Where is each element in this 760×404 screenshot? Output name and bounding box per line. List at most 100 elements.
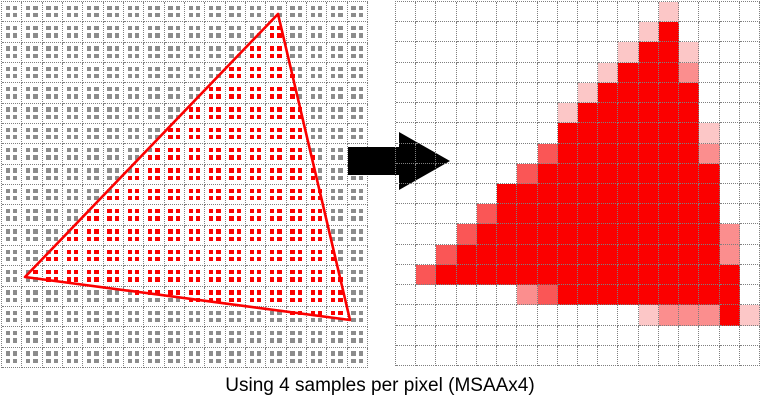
sample-dot [188,270,194,275]
sample-dot [33,33,38,38]
rasterized-pixel [699,2,720,23]
sample-dot [358,270,364,275]
rasterized-pixel [416,143,437,164]
rasterized-pixel [618,123,639,144]
sample-dot [13,33,18,38]
sample-dot [74,168,79,173]
sample-dot [127,290,133,295]
pixel-cell [2,83,23,104]
sample-dot [249,66,255,72]
sample-dot [155,277,160,282]
sample-dot [135,5,140,11]
rasterized-pixel [416,325,437,346]
sample-dot [168,196,173,201]
sample-dot [114,135,120,140]
sample-dot [26,175,31,181]
pixel-cell [144,246,165,267]
sample-dot [351,310,356,316]
sample-dot [148,74,153,79]
sample-dot [216,168,221,173]
arrow-icon [348,132,450,190]
pixel-cell [83,246,104,267]
sample-dot [168,236,173,242]
sample-dot [216,53,221,59]
sample-dot [277,257,282,262]
pixel-cell [164,266,185,287]
sample-dot [196,94,201,99]
sample-dot [127,74,133,79]
pixel-cell [144,185,165,206]
sample-dot [290,87,295,92]
sample-dot [5,297,11,303]
sample-dot [155,318,160,323]
pixel-cell [246,286,267,307]
sample-dot [196,290,201,295]
sample-dot [26,351,31,356]
rasterized-pixel [598,42,619,63]
sample-dot [148,107,153,112]
rasterized-pixel [557,285,578,306]
pixel-cell [327,103,348,124]
pixel-cell [225,286,246,307]
sample-dot [277,310,282,316]
sample-dot [277,168,282,173]
sample-dot [229,216,234,221]
rasterized-pixel [476,22,498,43]
sample-dot [87,196,92,201]
sample-dot [127,33,133,38]
sample-dot [168,358,173,364]
pixel-cell [22,2,43,23]
pixel-cell [266,205,287,226]
sample-dot [290,53,295,59]
sample-dot [107,297,112,303]
sample-dot [257,249,262,255]
sample-dot [107,13,112,18]
rasterized-pixel [679,345,700,366]
sample-dot [74,26,79,31]
sample-dot [33,216,38,221]
pixel-cell [307,327,328,348]
pixel-cell [286,307,307,328]
rasterized-pixel [456,204,477,225]
sample-dot [13,277,18,282]
pixel-cell [205,225,226,246]
sample-dot [168,277,173,282]
sample-dot [270,13,275,18]
pixel-cell [164,327,185,348]
sample-dot [249,236,255,242]
sample-dot [114,229,120,234]
sample-dot [175,270,181,275]
sample-dot [135,249,140,255]
rasterized-pixel [436,22,457,43]
sample-dot [94,216,99,221]
sample-dot [148,168,153,173]
pixel-cell [246,103,267,124]
sample-dot [148,13,153,18]
sample-dot [331,26,336,31]
rasterized-pixel [416,123,437,144]
sample-dot [107,331,112,336]
sample-dot [216,46,221,51]
pixel-cell [103,347,124,368]
sample-dot [209,33,214,38]
sample-dot [216,209,221,214]
sample-dot [135,148,140,153]
rasterized-pixel [719,22,740,43]
sample-dot [209,236,214,242]
rasterized-pixel [577,143,599,164]
rasterized-pixel [679,2,700,23]
rasterized-pixel [396,345,417,366]
sample-dot [87,297,92,303]
sample-dot [277,318,282,323]
rasterized-pixel [416,224,437,245]
sample-dot [107,53,112,59]
sample-dot [26,229,31,234]
sample-dot [135,127,140,133]
sample-dot [290,66,295,72]
sample-dot [13,46,18,51]
sample-dot [249,249,255,255]
pixel-cell [124,246,145,267]
sample-dot [310,94,316,99]
sample-dot [236,53,242,59]
pixel-cell [164,2,185,23]
